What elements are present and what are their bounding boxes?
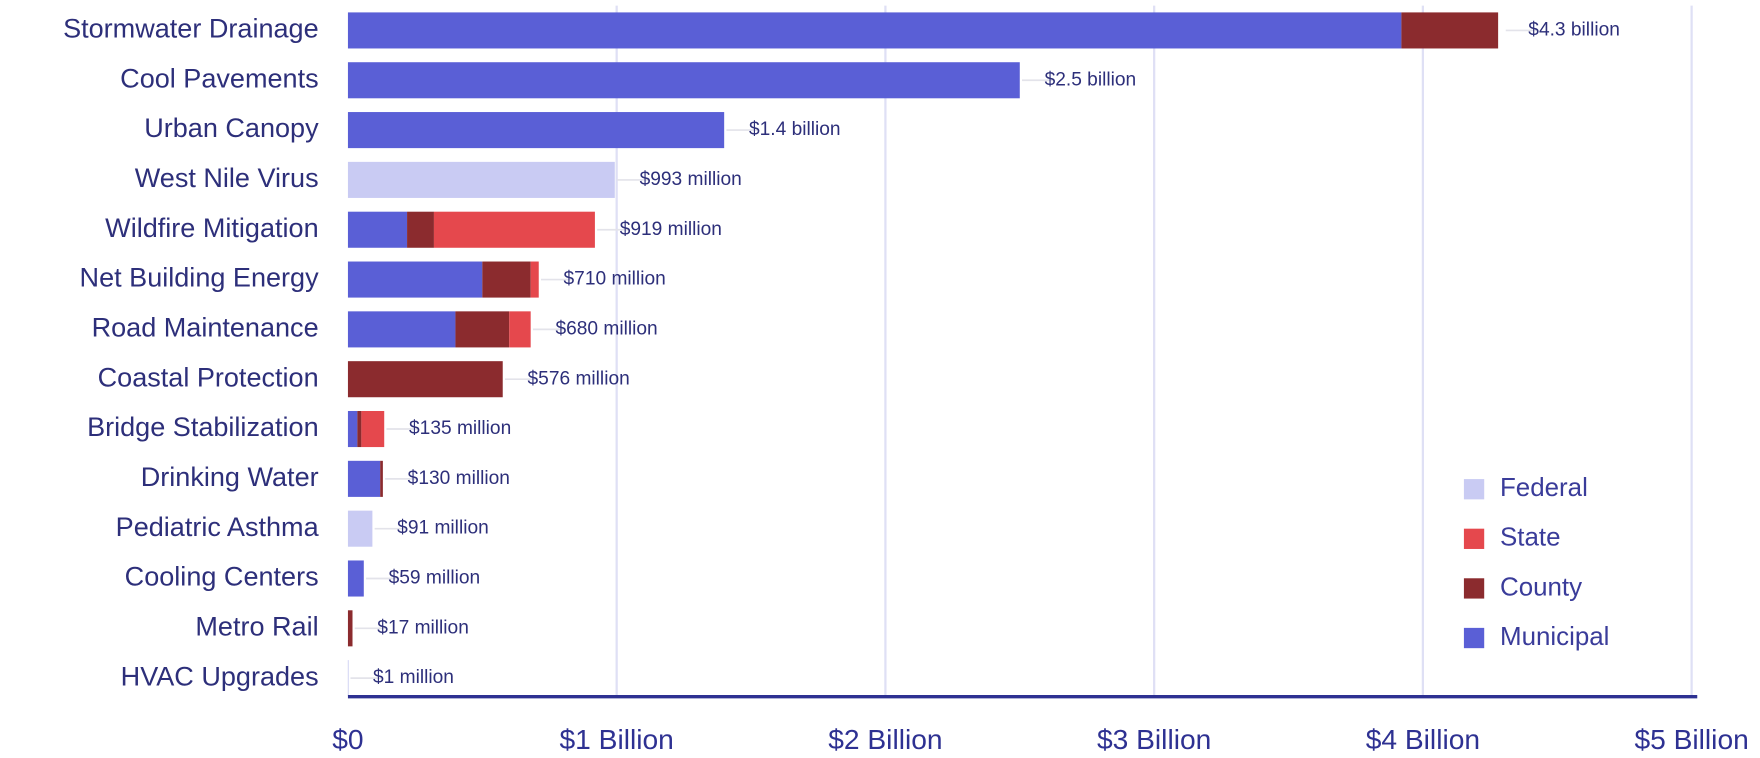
- value-label: $1 million: [373, 667, 454, 688]
- bar-segment: [434, 212, 595, 248]
- bar-segment: [348, 112, 724, 148]
- legend-swatch: [1464, 578, 1484, 598]
- bar-segment: [361, 411, 384, 447]
- bar-segment: [348, 411, 357, 447]
- bar-segment: [348, 461, 380, 497]
- legend-swatch: [1464, 479, 1484, 499]
- value-label: $919 million: [620, 219, 722, 240]
- x-tick-label: $5 Billion: [1634, 723, 1748, 753]
- value-label: $1.4 billion: [749, 119, 841, 140]
- category-label: Road Maintenance: [92, 313, 319, 343]
- bar-segment: [348, 62, 1020, 98]
- x-tick-label: $2 Billion: [828, 723, 942, 753]
- bar-segment: [1401, 12, 1498, 48]
- bar-segment: [348, 511, 372, 547]
- category-label: Cooling Centers: [125, 562, 319, 592]
- legend-label: Federal: [1500, 474, 1588, 502]
- value-label: $576 million: [528, 368, 630, 389]
- category-label: Urban Canopy: [144, 113, 319, 143]
- legend-swatch: [1464, 529, 1484, 549]
- category-label: Cool Pavements: [120, 63, 318, 93]
- bar-segment: [348, 12, 1401, 48]
- legend-label: State: [1500, 524, 1561, 552]
- category-label: Wildfire Mitigation: [105, 213, 318, 243]
- bar-segment: [348, 162, 615, 198]
- value-label: $993 million: [640, 169, 742, 190]
- bar-segment: [348, 560, 364, 596]
- bar-segment: [380, 461, 383, 497]
- bar-segment: [482, 262, 530, 298]
- value-label: $2.5 billion: [1045, 69, 1137, 90]
- bar-segment: [348, 212, 407, 248]
- value-label: $17 million: [377, 617, 469, 638]
- legend-swatch: [1464, 628, 1484, 648]
- value-label: $130 million: [408, 468, 510, 489]
- bar-segment: [455, 311, 509, 347]
- value-label: $4.3 billion: [1528, 19, 1620, 40]
- category-label: Bridge Stabilization: [87, 412, 319, 442]
- legend-label: Municipal: [1500, 623, 1609, 651]
- bar-segment: [407, 212, 434, 248]
- category-label: Coastal Protection: [98, 362, 319, 392]
- category-label: Net Building Energy: [80, 263, 320, 293]
- bar-segment: [509, 311, 530, 347]
- bar-segment: [348, 311, 455, 347]
- category-label: Pediatric Asthma: [116, 512, 320, 542]
- x-tick-label: $4 Billion: [1366, 723, 1480, 753]
- category-label: West Nile Virus: [135, 163, 319, 193]
- x-tick-label: $1 Billion: [560, 723, 674, 753]
- category-label: HVAC Upgrades: [121, 661, 319, 691]
- bar-segment: [348, 262, 482, 298]
- category-label: Metro Rail: [195, 611, 318, 641]
- value-label: $135 million: [409, 418, 511, 439]
- bar-segment: [357, 411, 361, 447]
- legend-label: County: [1500, 573, 1582, 601]
- x-tick-label: $0: [332, 723, 363, 753]
- bar-segment: [531, 262, 539, 298]
- x-tick-label: $3 Billion: [1097, 723, 1211, 753]
- bar-segment: [348, 610, 353, 646]
- value-label: $680 million: [555, 318, 657, 339]
- bar-segment: [348, 361, 503, 397]
- value-label: $91 million: [397, 518, 489, 539]
- category-label: Stormwater Drainage: [63, 14, 319, 44]
- category-label: Drinking Water: [141, 462, 319, 492]
- value-label: $59 million: [389, 568, 481, 589]
- value-label: $710 million: [564, 269, 666, 290]
